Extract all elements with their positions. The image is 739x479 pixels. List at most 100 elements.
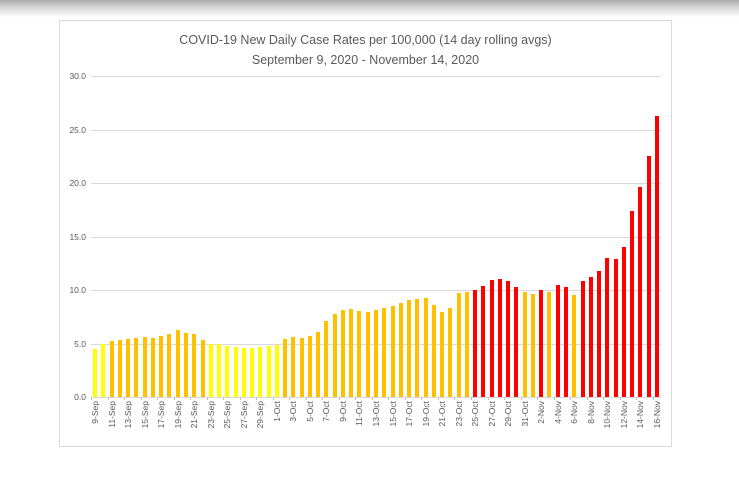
bar-24-Sep (217, 343, 222, 397)
x-axis-tick-label: 1-Oct (271, 401, 282, 422)
bar-23-Oct (456, 293, 461, 397)
x-axis-tick-label: 29-Sep (255, 401, 266, 429)
bar-26-Oct (481, 285, 486, 397)
x-axis-tick-label: 21-Sep (189, 401, 200, 429)
gridline-y-30 (91, 76, 661, 77)
gridline-y-15 (91, 236, 661, 238)
y-axis-tick-label: 20.0 (69, 178, 86, 188)
y-axis-tick-label: 25.0 (69, 124, 86, 135)
x-axis-tick (553, 397, 555, 400)
x-axis-tick-label: 31-Oct (519, 401, 530, 427)
x-axis-tick (256, 397, 258, 400)
bar-16-Oct (398, 302, 403, 397)
window-top-edge-gradient (0, 0, 739, 17)
x-axis-tick-label: 9-Sep (90, 401, 101, 424)
bar-6-Nov (572, 295, 577, 397)
x-axis-tick (289, 397, 291, 400)
bar-27-Sep (241, 347, 246, 397)
x-axis-tick-label: 23-Sep (205, 401, 216, 429)
bar-25-Sep (225, 345, 230, 397)
bar-17-Oct (407, 299, 412, 397)
x-axis-tick (124, 397, 126, 400)
x-axis-tick (338, 397, 340, 400)
bar-6-Oct (316, 331, 321, 397)
bar-16-Nov (654, 115, 659, 397)
gridline-y-20 (91, 183, 661, 184)
bar-19-Sep (175, 329, 180, 397)
bar-15-Sep (142, 337, 147, 397)
bar-12-Oct (365, 312, 370, 397)
x-axis-tick (504, 397, 506, 400)
bar-2-Nov (539, 290, 544, 397)
x-axis-tick-label: 8-Nov (585, 401, 596, 424)
x-axis-tick (388, 397, 390, 400)
bar-5-Nov (564, 286, 568, 397)
x-axis-tick (223, 397, 225, 400)
bar-11-Nov (613, 258, 618, 397)
x-axis-tick-label: 5-Oct (304, 401, 315, 422)
x-axis-tick (107, 397, 109, 400)
bar-1-Oct (274, 344, 279, 397)
bar-18-Oct (415, 298, 420, 397)
x-axis-tick-label: 19-Oct (420, 401, 431, 427)
x-axis-tick-label: 10-Nov (602, 401, 613, 429)
bar-4-Oct (299, 338, 304, 397)
x-axis-tick (239, 397, 241, 400)
bar-31-Oct (522, 292, 527, 397)
x-axis-tick (487, 397, 489, 400)
bar-7-Oct (324, 321, 329, 397)
y-axis-tick-label: 10.0 (69, 285, 86, 295)
x-axis-tick (206, 397, 208, 400)
bar-14-Sep (134, 338, 139, 397)
x-axis-tick-label: 13-Oct (371, 401, 381, 427)
x-axis-tick-label: 4-Nov (552, 401, 563, 424)
chart-container: COVID-19 New Daily Case Rates per 100,00… (59, 20, 672, 447)
x-axis-tick (586, 397, 588, 400)
x-axis-tick-label: 25-Sep (222, 401, 233, 429)
chart-title-line1: COVID-19 New Daily Case Rates per 100,00… (179, 33, 552, 47)
bar-15-Nov (646, 156, 651, 397)
bar-9-Nov (597, 270, 602, 397)
x-axis-tick-label: 27-Sep (238, 401, 249, 429)
y-axis-tick-label: 0.0 (74, 392, 86, 402)
x-axis-tick (652, 397, 654, 400)
x-axis-tick-label: 19-Sep (172, 401, 183, 429)
x-axis-tick (404, 397, 406, 400)
x-axis-tick (173, 397, 175, 400)
x-axis-tick (570, 397, 572, 400)
bar-3-Nov (547, 292, 552, 397)
bar-26-Sep (233, 346, 238, 397)
x-axis-tick-label: 15-Sep (139, 401, 150, 429)
bar-5-Oct (307, 336, 312, 397)
bar-18-Sep (167, 333, 172, 397)
bar-22-Oct (448, 308, 453, 397)
x-axis-tick (454, 397, 456, 400)
bar-7-Nov (580, 281, 585, 397)
x-axis-tick (520, 397, 522, 400)
x-axis-tick-label: 9-Oct (337, 401, 348, 422)
bar-3-Oct (291, 337, 296, 397)
x-axis-tick (305, 397, 307, 400)
x-axis-tick-label: 11-Sep (106, 401, 117, 428)
x-axis-tick (91, 397, 92, 400)
bar-17-Sep (159, 336, 164, 397)
x-axis-tick (636, 397, 638, 400)
gridline-y-10 (91, 290, 661, 291)
bar-10-Oct (349, 309, 354, 397)
x-axis-tick (371, 397, 373, 400)
x-axis-tick (190, 397, 192, 400)
bar-22-Sep (200, 340, 205, 397)
bar-13-Oct (374, 310, 378, 397)
x-axis-tick (421, 397, 423, 400)
bar-10-Nov (605, 257, 610, 397)
x-axis-tick (322, 397, 324, 400)
x-axis-tick-label: 7-Oct (321, 401, 332, 422)
bar-28-Oct (497, 279, 502, 397)
bar-8-Oct (332, 313, 337, 397)
plot-area (91, 76, 661, 398)
x-axis-tick (603, 397, 605, 400)
x-axis-tick-label: 3-Oct (288, 401, 299, 422)
y-axis-tick-label: 15.0 (69, 231, 86, 242)
x-axis-tick (140, 397, 142, 400)
x-axis-tick (272, 397, 274, 400)
